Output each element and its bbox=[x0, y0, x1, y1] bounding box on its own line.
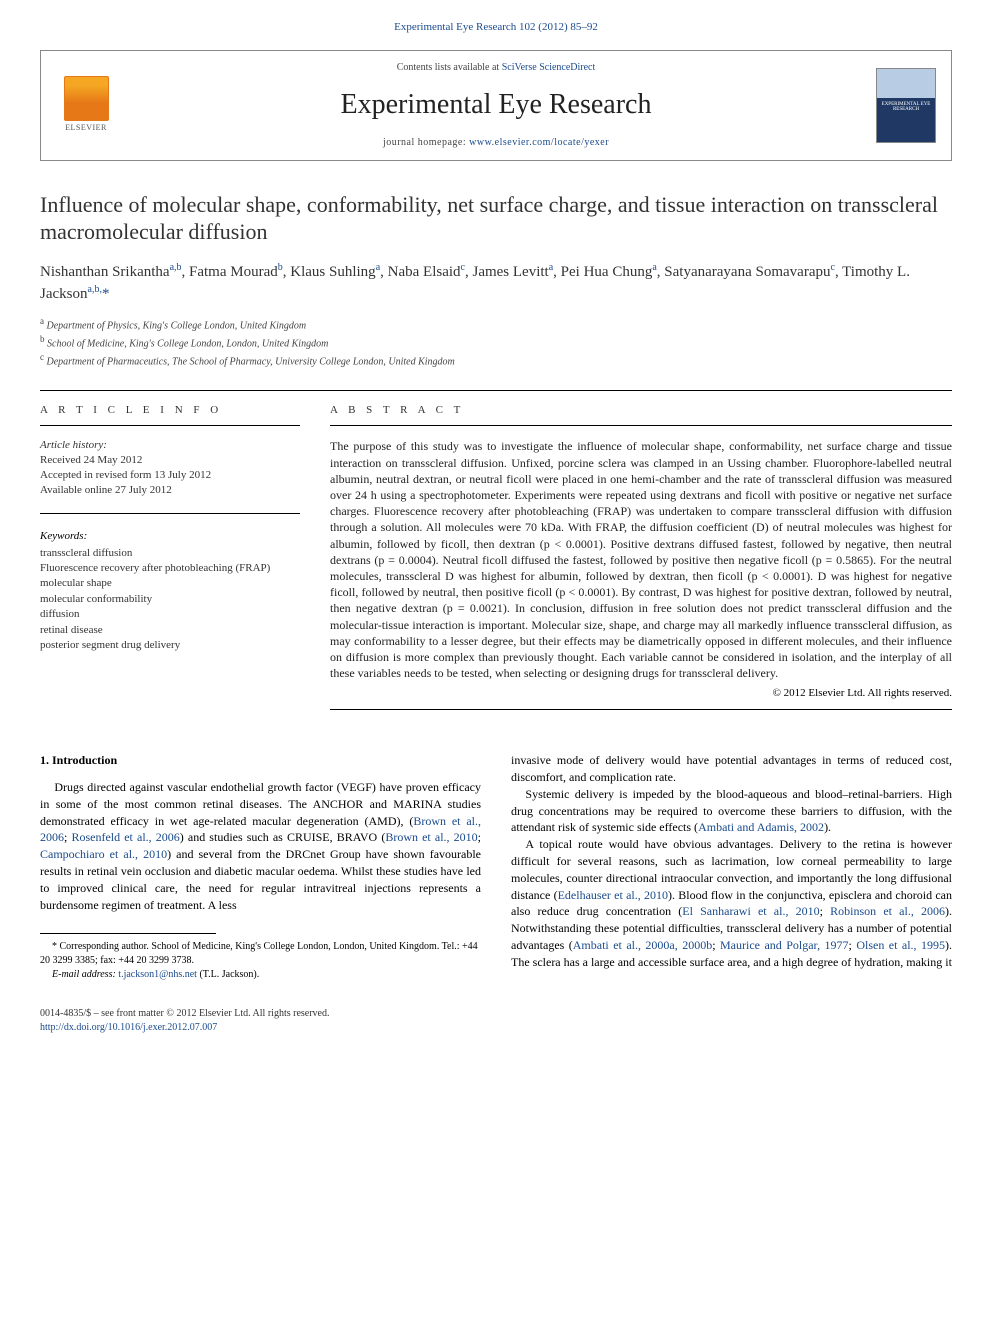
article-info: A R T I C L E I N F O Article history: R… bbox=[40, 403, 300, 723]
citation-link[interactable]: Robinson et al., 2006 bbox=[830, 904, 945, 918]
intro-paragraph-2: Systemic delivery is impeded by the bloo… bbox=[511, 786, 952, 836]
copyright-line: © 2012 Elsevier Ltd. All rights reserved… bbox=[330, 686, 952, 701]
affiliation-line: a Department of Physics, King's College … bbox=[40, 315, 952, 333]
history-item: Available online 27 July 2012 bbox=[40, 483, 300, 498]
intro-paragraph-1: Drugs directed against vascular endothel… bbox=[40, 779, 481, 913]
bottom-bar: 0014-4835/$ – see front matter © 2012 El… bbox=[40, 1007, 952, 1034]
elsevier-logo: ELSEVIER bbox=[56, 73, 116, 138]
keyword-item: diffusion bbox=[40, 607, 300, 622]
section-heading-intro: 1. Introduction bbox=[40, 752, 481, 769]
keyword-item: posterior segment drug delivery bbox=[40, 638, 300, 653]
divider bbox=[330, 709, 952, 710]
text-fragment: ; bbox=[820, 904, 831, 918]
homepage-link[interactable]: www.elsevier.com/locate/yexer bbox=[469, 137, 609, 148]
intro-paragraph-cont: invasive mode of delivery would have pot… bbox=[511, 752, 952, 786]
citation-link[interactable]: Rosenfeld et al., 2006 bbox=[71, 830, 179, 844]
affiliation-line: c Department of Pharmaceutics, The Schoo… bbox=[40, 351, 952, 369]
abstract-column: A B S T R A C T The purpose of this stud… bbox=[330, 403, 952, 723]
journal-reference: Experimental Eye Research 102 (2012) 85–… bbox=[40, 20, 952, 35]
email-suffix: (T.L. Jackson). bbox=[197, 969, 259, 980]
homepage-prefix: journal homepage: bbox=[383, 137, 469, 148]
abstract-text: The purpose of this study was to investi… bbox=[330, 438, 952, 681]
citation-link[interactable]: Campochiaro et al., 2010 bbox=[40, 847, 167, 861]
issn-line: 0014-4835/$ – see front matter © 2012 El… bbox=[40, 1007, 952, 1021]
affiliation-line: b School of Medicine, King's College Lon… bbox=[40, 333, 952, 351]
divider bbox=[40, 425, 300, 426]
body-column-right: invasive mode of delivery would have pot… bbox=[511, 752, 952, 982]
citation-link[interactable]: Olsen et al., 1995 bbox=[856, 938, 945, 952]
divider bbox=[330, 425, 952, 426]
divider bbox=[40, 513, 300, 514]
intro-paragraph-3: A topical route would have obvious advan… bbox=[511, 836, 952, 970]
body-columns: 1. Introduction Drugs directed against v… bbox=[40, 752, 952, 982]
text-fragment: ). bbox=[824, 820, 831, 834]
doi-link[interactable]: http://dx.doi.org/10.1016/j.exer.2012.07… bbox=[40, 1022, 217, 1033]
corresponding-author-footnote: * Corresponding author. School of Medici… bbox=[40, 940, 481, 968]
text-fragment: ; bbox=[712, 938, 720, 952]
header-center: Contents lists available at SciVerse Sci… bbox=[116, 61, 876, 150]
author-list: Nishanthan Srikanthaa,b, Fatma Mouradb, … bbox=[40, 261, 952, 305]
elsevier-label: ELSEVIER bbox=[65, 123, 107, 134]
journal-cover-thumbnail: EXPERIMENTAL EYE RESEARCH bbox=[876, 68, 936, 143]
history-label: Article history: bbox=[40, 438, 300, 453]
citation-link[interactable]: El Sanharawi et al., 2010 bbox=[682, 904, 819, 918]
citation-link[interactable]: Maurice and Polgar, 1977 bbox=[720, 938, 849, 952]
abstract-heading: A B S T R A C T bbox=[330, 403, 952, 418]
article-title: Influence of molecular shape, conformabi… bbox=[40, 191, 952, 246]
homepage-line: journal homepage: www.elsevier.com/locat… bbox=[136, 136, 856, 150]
contents-prefix: Contents lists available at bbox=[397, 62, 502, 73]
keyword-item: molecular shape bbox=[40, 576, 300, 591]
keyword-item: Fluorescence recovery after photobleachi… bbox=[40, 561, 300, 576]
journal-title: Experimental Eye Research bbox=[136, 86, 856, 124]
elsevier-tree-icon bbox=[64, 76, 109, 121]
citation-link[interactable]: Brown et al., 2010 bbox=[385, 830, 477, 844]
sciencedirect-link[interactable]: SciVerse ScienceDirect bbox=[502, 62, 596, 73]
footnote-divider bbox=[40, 933, 216, 934]
keyword-item: retinal disease bbox=[40, 623, 300, 638]
keywords-label: Keywords: bbox=[40, 529, 300, 544]
text-fragment: ; bbox=[478, 830, 481, 844]
email-footnote: E-mail address: t.jackson1@nhs.net (T.L.… bbox=[40, 968, 481, 982]
contents-line: Contents lists available at SciVerse Sci… bbox=[136, 61, 856, 75]
citation-link[interactable]: Ambati et al., 2000a, 2000b bbox=[573, 938, 712, 952]
article-info-heading: A R T I C L E I N F O bbox=[40, 403, 300, 418]
history-item: Accepted in revised form 13 July 2012 bbox=[40, 468, 300, 483]
history-item: Received 24 May 2012 bbox=[40, 453, 300, 468]
citation-link[interactable]: Ambati and Adamis, 2002 bbox=[698, 820, 824, 834]
text-fragment: ) and studies such as CRUISE, BRAVO ( bbox=[180, 830, 386, 844]
affiliations: a Department of Physics, King's College … bbox=[40, 315, 952, 370]
info-abstract-row: A R T I C L E I N F O Article history: R… bbox=[40, 403, 952, 723]
journal-header: ELSEVIER Contents lists available at Sci… bbox=[40, 50, 952, 161]
citation-link[interactable]: Edelhauser et al., 2010 bbox=[558, 888, 668, 902]
divider bbox=[40, 390, 952, 391]
email-label: E-mail address: bbox=[52, 969, 118, 980]
keyword-item: molecular conformability bbox=[40, 592, 300, 607]
email-link[interactable]: t.jackson1@nhs.net bbox=[118, 969, 197, 980]
body-column-left: 1. Introduction Drugs directed against v… bbox=[40, 752, 481, 982]
keyword-item: transscleral diffusion bbox=[40, 546, 300, 561]
cover-thumb-text: EXPERIMENTAL EYE RESEARCH bbox=[877, 102, 935, 113]
